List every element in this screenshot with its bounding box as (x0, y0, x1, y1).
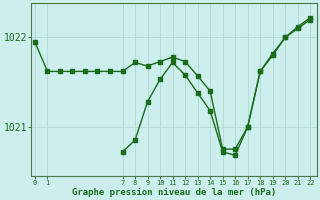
X-axis label: Graphe pression niveau de la mer (hPa): Graphe pression niveau de la mer (hPa) (72, 188, 276, 197)
